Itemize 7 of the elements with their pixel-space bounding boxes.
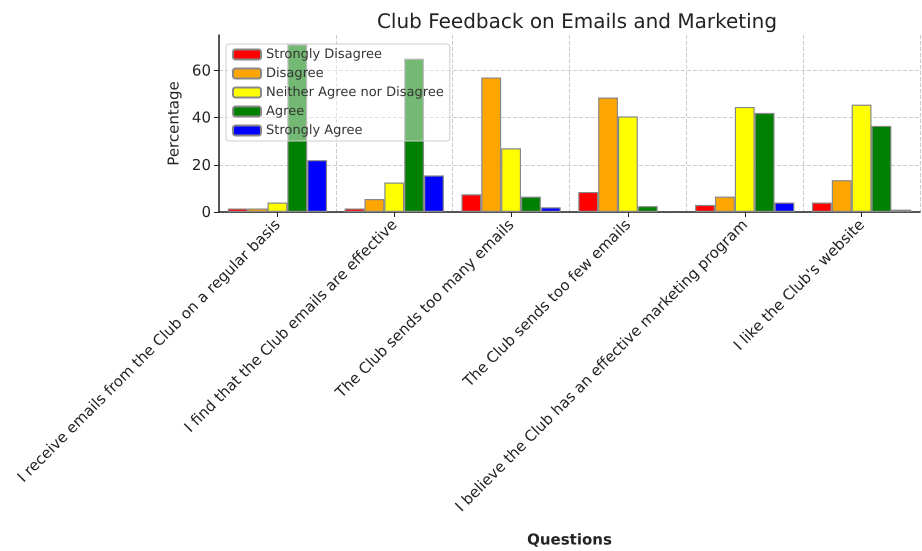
y-tick-label: 60 [192,61,211,80]
y-tick-label: 0 [201,203,211,221]
y-tick-label: 20 [192,156,211,174]
x-axis-title: Questions [527,530,612,548]
y-axis-title: Percentage [164,81,183,166]
chart-title: Club Feedback on Emails and Marketing [376,9,778,33]
y-tick-label: 40 [192,108,211,127]
